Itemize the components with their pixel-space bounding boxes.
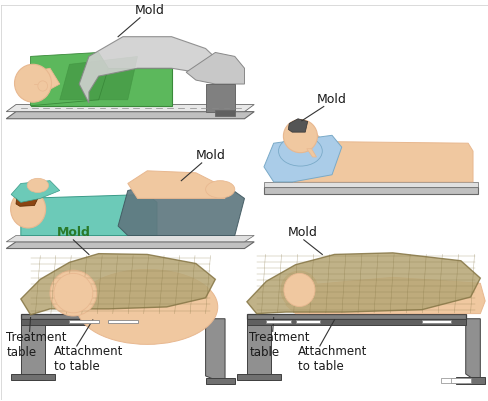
Polygon shape	[246, 319, 271, 380]
Polygon shape	[11, 181, 60, 203]
Ellipse shape	[54, 273, 93, 313]
Ellipse shape	[27, 178, 48, 192]
Ellipse shape	[11, 190, 45, 228]
FancyBboxPatch shape	[205, 84, 234, 111]
Polygon shape	[79, 36, 220, 103]
Polygon shape	[21, 314, 205, 319]
Polygon shape	[237, 374, 281, 380]
Text: Mold: Mold	[135, 4, 164, 17]
Ellipse shape	[38, 81, 47, 91]
Polygon shape	[6, 235, 254, 242]
Ellipse shape	[286, 132, 323, 163]
Polygon shape	[21, 194, 157, 235]
Ellipse shape	[205, 181, 234, 198]
Polygon shape	[16, 188, 38, 206]
Polygon shape	[455, 377, 484, 384]
Polygon shape	[6, 111, 254, 119]
Ellipse shape	[77, 269, 217, 344]
Text: Mold: Mold	[57, 226, 91, 239]
FancyBboxPatch shape	[108, 320, 137, 324]
Polygon shape	[30, 68, 171, 106]
Polygon shape	[306, 149, 316, 157]
Polygon shape	[21, 68, 60, 100]
Text: Treatment
table: Treatment table	[6, 330, 67, 358]
FancyBboxPatch shape	[266, 320, 290, 324]
Ellipse shape	[284, 273, 314, 306]
Polygon shape	[6, 105, 254, 111]
Polygon shape	[186, 53, 244, 84]
Polygon shape	[264, 182, 477, 187]
Polygon shape	[11, 374, 55, 380]
FancyBboxPatch shape	[215, 109, 234, 115]
Polygon shape	[205, 319, 224, 384]
Text: Treatment
table: Treatment table	[249, 330, 309, 358]
Polygon shape	[60, 57, 137, 100]
Ellipse shape	[15, 64, 51, 102]
Text: Mold: Mold	[287, 226, 317, 239]
Polygon shape	[292, 141, 472, 182]
Polygon shape	[246, 319, 465, 325]
FancyBboxPatch shape	[441, 378, 465, 383]
Polygon shape	[246, 314, 465, 319]
Polygon shape	[127, 171, 224, 198]
Polygon shape	[21, 319, 45, 380]
Polygon shape	[21, 319, 205, 325]
Polygon shape	[264, 135, 341, 182]
Text: Mold: Mold	[316, 93, 346, 106]
Ellipse shape	[278, 136, 322, 166]
Polygon shape	[205, 378, 234, 384]
Ellipse shape	[281, 271, 317, 309]
Ellipse shape	[283, 119, 317, 153]
Polygon shape	[285, 277, 484, 314]
Polygon shape	[264, 187, 477, 194]
FancyBboxPatch shape	[69, 320, 99, 324]
Ellipse shape	[50, 270, 97, 316]
Polygon shape	[118, 179, 244, 235]
FancyBboxPatch shape	[450, 378, 469, 383]
Text: Attachment
to table: Attachment to table	[297, 345, 366, 373]
Text: Attachment
to table: Attachment to table	[54, 345, 123, 373]
Polygon shape	[465, 319, 479, 384]
FancyBboxPatch shape	[295, 320, 319, 324]
Text: Mold: Mold	[195, 149, 225, 162]
Polygon shape	[6, 242, 254, 249]
Polygon shape	[30, 53, 108, 106]
FancyBboxPatch shape	[421, 320, 450, 324]
Polygon shape	[21, 254, 215, 315]
Polygon shape	[287, 119, 307, 132]
Polygon shape	[246, 253, 479, 314]
